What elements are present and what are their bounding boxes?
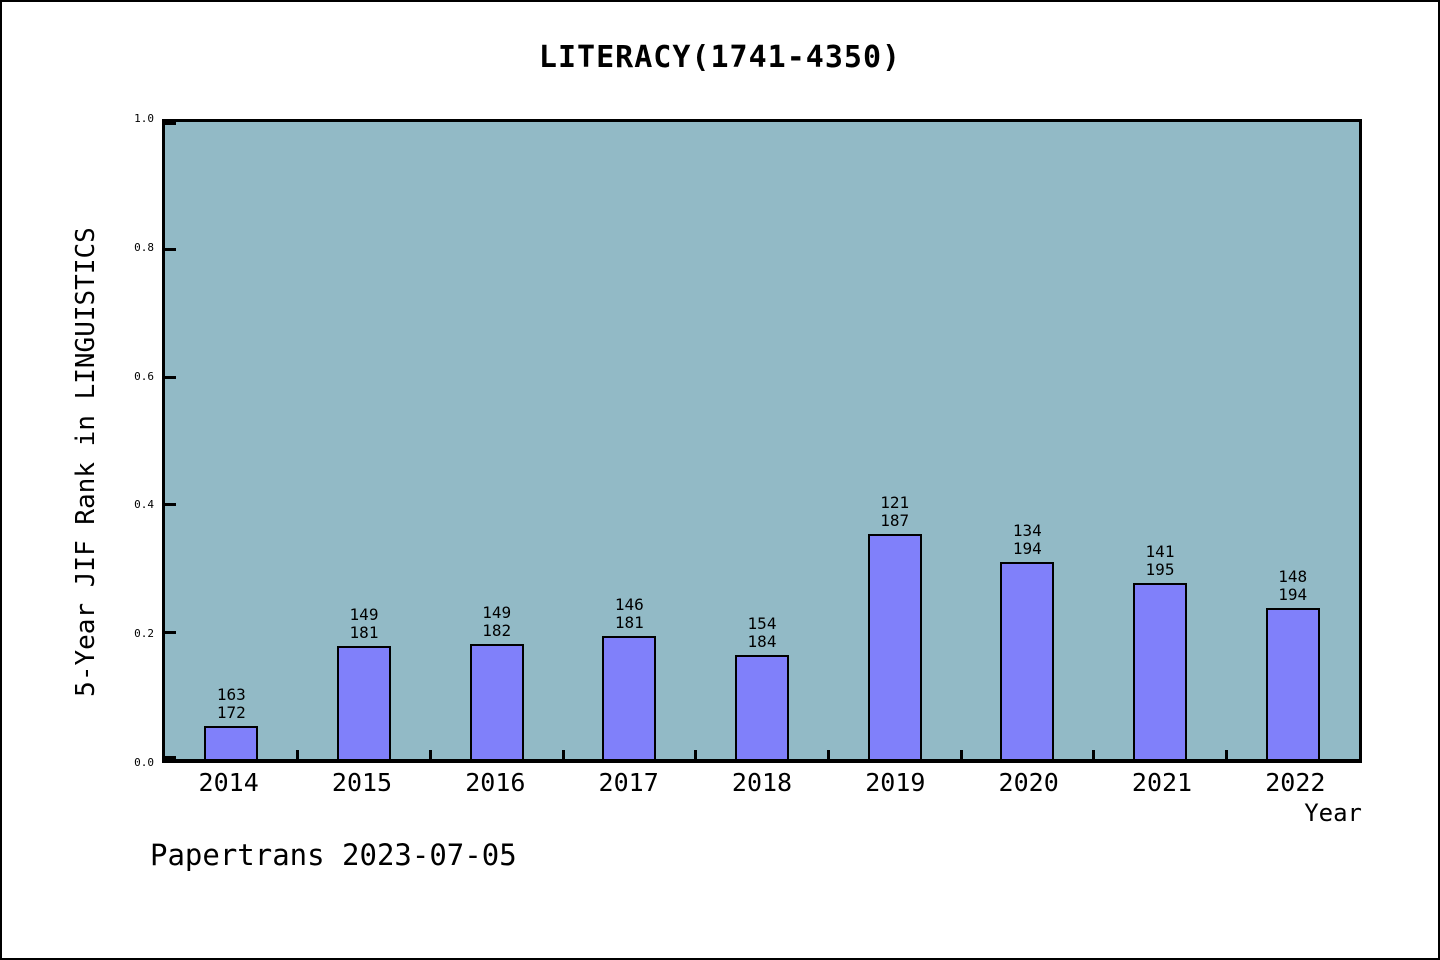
footer-note: Papertrans 2023-07-05 xyxy=(150,838,517,872)
x-category-label: 2014 xyxy=(198,768,259,797)
x-category-label: 2022 xyxy=(1265,768,1326,797)
bar-value-label: 163 172 xyxy=(216,685,246,722)
y-tick-label: 0.8 xyxy=(134,240,154,254)
y-tick-mark xyxy=(165,630,176,634)
bar-value-label: 149 182 xyxy=(482,603,512,640)
y-tick-label: 1.0 xyxy=(134,112,154,125)
x-tick-mark xyxy=(428,750,432,759)
bar-value-label: 121 187 xyxy=(880,493,910,530)
bar-value-label: 141 195 xyxy=(1145,542,1175,579)
bar-2016 xyxy=(469,644,524,759)
x-tick-mark xyxy=(959,750,963,759)
y-tick-label: 0.4 xyxy=(134,498,154,512)
bar-value-label: 146 181 xyxy=(614,595,644,632)
y-tick-mark xyxy=(165,375,176,379)
bar-2015 xyxy=(337,646,391,759)
x-tick-mark xyxy=(561,750,565,759)
x-tick-mark xyxy=(826,750,830,759)
x-category-label: 2019 xyxy=(865,768,926,797)
bar-2017 xyxy=(602,636,657,759)
bar-value-label: 149 181 xyxy=(349,605,379,642)
bar-value-label: 148 194 xyxy=(1278,567,1308,604)
bar-2020 xyxy=(1000,562,1055,759)
chart-title: LITERACY(1741-4350) xyxy=(538,40,902,75)
x-category-label: 2020 xyxy=(998,768,1059,797)
x-category-label: 2018 xyxy=(731,768,793,797)
y-tick-label: 0.2 xyxy=(134,627,154,641)
x-category-label: 2016 xyxy=(465,768,526,797)
y-tick-mark xyxy=(165,122,176,125)
bar-value-label: 134 194 xyxy=(1012,521,1042,558)
plot-area: 163 172 149 181 149 182 146 181 154 184 121 1… xyxy=(162,119,1362,763)
y-tick-label: 0.0 xyxy=(134,756,154,769)
x-category-label: 2017 xyxy=(598,768,659,797)
bar-value-label: 154 184 xyxy=(747,614,777,651)
x-axis-title: Year xyxy=(1304,799,1362,827)
x-category-label: 2015 xyxy=(331,768,393,797)
x-category-label: 2021 xyxy=(1131,768,1193,797)
bar-2019 xyxy=(867,534,922,759)
x-tick-mark xyxy=(694,750,698,759)
y-tick-mark xyxy=(165,248,176,252)
bar-2021 xyxy=(1133,583,1187,759)
bar-2018 xyxy=(735,655,789,759)
x-tick-mark xyxy=(296,750,300,759)
bar-2014 xyxy=(204,726,259,759)
y-tick-mark xyxy=(165,756,176,759)
y-axis-title: 5-Year JIF Rank in LINGUISTICS xyxy=(71,227,101,697)
x-tick-mark xyxy=(1224,750,1228,759)
x-tick-mark xyxy=(1092,750,1096,759)
bar-2022 xyxy=(1265,608,1320,759)
y-tick-mark xyxy=(165,503,176,507)
y-tick-label: 0.6 xyxy=(134,369,154,383)
